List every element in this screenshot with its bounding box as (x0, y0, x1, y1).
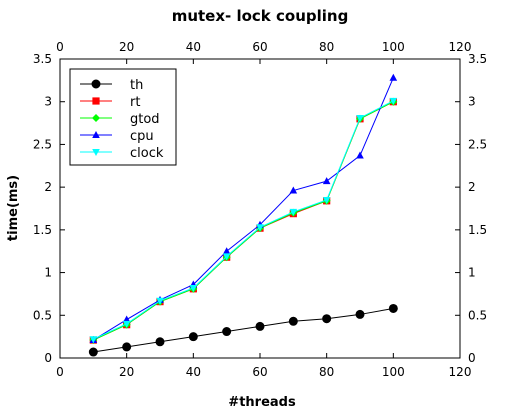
series-line-cpu (93, 77, 394, 341)
data-point-cpu (322, 177, 331, 185)
data-point-th (288, 316, 298, 326)
legend-label-gtod: gtod (130, 112, 160, 127)
data-point-clock (289, 208, 298, 216)
y-tick-label-left: 1 (44, 266, 52, 280)
x-tick-label-top: 20 (119, 40, 134, 54)
y-tick-label-left: 0 (44, 351, 52, 365)
y-tick-label-left: 3.5 (33, 52, 52, 66)
data-point-cpu (356, 151, 364, 159)
y-tick-label-right: 0.5 (468, 308, 487, 322)
y-tick-label-right: 3.5 (468, 52, 487, 66)
data-point-clock (89, 336, 98, 344)
legend-box (69, 68, 177, 166)
data-point-cpu (222, 247, 231, 255)
x-tick-label-bottom: 40 (186, 365, 201, 379)
legend-marker-cpu (92, 131, 100, 138)
legend-marker-rt (92, 97, 100, 105)
y-tick-label-left: 3 (44, 95, 52, 109)
x-tick-label-bottom: 0 (56, 365, 64, 379)
x-tick-label-bottom: 100 (382, 365, 405, 379)
y-tick-label-right: 1 (468, 266, 476, 280)
series-th (88, 303, 398, 357)
data-point-cpu (389, 73, 398, 81)
data-point-th (222, 327, 232, 337)
x-tick-label-top: 60 (252, 40, 267, 54)
y-tick-label-left: 2.5 (33, 137, 52, 151)
data-point-clock (356, 114, 364, 122)
data-point-clock (156, 297, 164, 305)
series-layer (88, 73, 398, 357)
plot-frame (59, 58, 461, 359)
legend-label-cpu: cpu (130, 129, 154, 144)
data-point-cpu (289, 186, 298, 194)
series-line-clock (93, 100, 394, 340)
y-tick-label-right: 2.5 (468, 137, 487, 151)
y-tick-label-right: 3 (468, 95, 476, 109)
y-tick-label-right: 2 (468, 180, 476, 194)
x-tick-label-bottom: 60 (252, 365, 267, 379)
legend-marker-clock (92, 149, 100, 156)
data-point-clock (189, 284, 198, 292)
data-point-clock (389, 97, 398, 105)
data-point-th (188, 332, 198, 342)
data-point-th (255, 321, 265, 331)
series-clock (89, 97, 398, 344)
data-point-th (388, 303, 398, 313)
y-tick-label-left: 1.5 (33, 223, 52, 237)
x-tick-label-top: 80 (319, 40, 334, 54)
chart-title: mutex- lock coupling (172, 7, 349, 25)
x-tick-label-top: 0 (56, 40, 64, 54)
x-tick-label-top: 100 (382, 40, 405, 54)
data-point-clock (322, 196, 331, 204)
data-point-clock (256, 224, 264, 232)
data-point-clock (122, 320, 131, 328)
y-tick-label-right: 1.5 (468, 223, 487, 237)
data-point-th (155, 337, 165, 347)
series-line-th (93, 307, 394, 353)
legend-marker-gtod (92, 114, 100, 122)
data-point-cpu (122, 315, 131, 323)
y-tick-label-left: 2 (44, 180, 52, 194)
legend: th rt gtod cpu clock (69, 68, 177, 166)
data-point-th (355, 309, 365, 319)
y-axis-title: time(ms) (6, 175, 21, 241)
x-tick-label-bottom: 20 (119, 365, 134, 379)
y-tick-label-left: 0.5 (33, 308, 52, 322)
legend-label-clock: clock (130, 146, 164, 161)
data-point-th (122, 342, 132, 352)
y-tick-label-right: 0 (468, 351, 476, 365)
x-tick-label-bottom: 80 (319, 365, 334, 379)
data-point-clock (222, 253, 231, 261)
x-tick-label-top: 120 (449, 40, 472, 54)
data-point-th (88, 347, 98, 357)
x-axis-title: #threads (228, 395, 296, 410)
data-point-th (322, 314, 332, 324)
x-tick-label-top: 40 (186, 40, 201, 54)
legend-marker-th (91, 79, 101, 89)
legend-label-th: th (130, 78, 143, 93)
legend-label-rt: rt (130, 95, 140, 110)
x-tick-label-bottom: 120 (449, 365, 472, 379)
